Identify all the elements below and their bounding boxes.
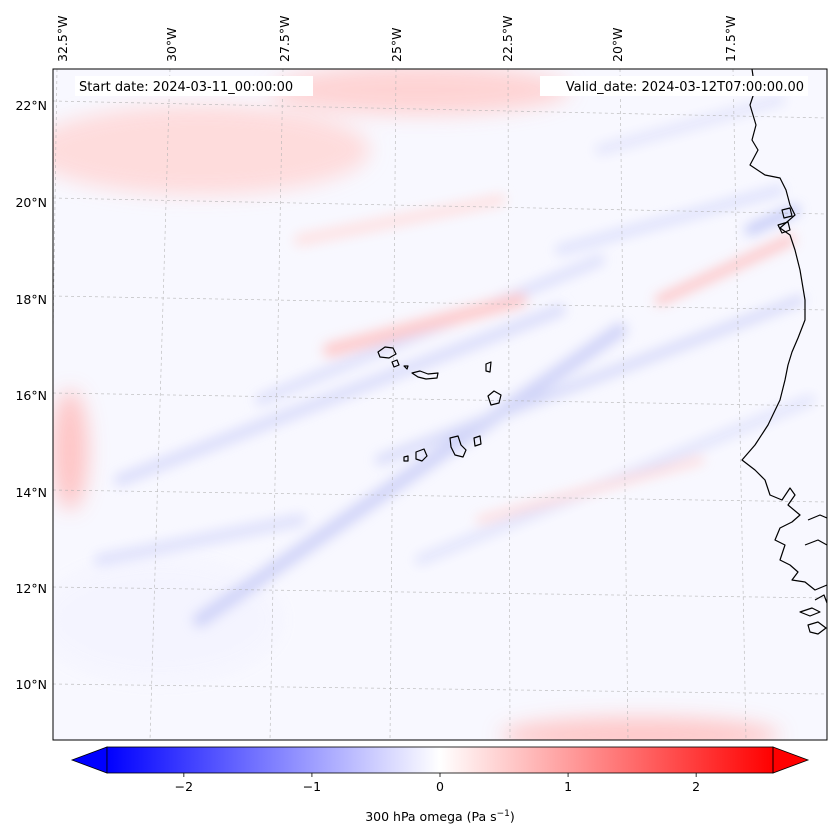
colorbar-tick-label: 2 (692, 779, 700, 794)
omega-streak (193, 323, 627, 627)
omega-streak (555, 185, 785, 255)
lon-label: 30°W (164, 27, 179, 62)
island-fogo (415, 448, 428, 462)
omega-streak (595, 95, 785, 155)
africa-coastline (807, 621, 827, 635)
omega-streak (655, 235, 795, 305)
graticule (53, 69, 827, 740)
africa-coastline (799, 607, 821, 617)
gridline-lon (507, 69, 511, 740)
omega-streak (53, 390, 88, 510)
colorbar-label: 300 hPa omega (Pa s−1) (365, 809, 515, 824)
omega-streak (94, 514, 306, 566)
colorbar-ticks: −2 −1 0 1 2 (175, 773, 700, 794)
omega-streak (53, 560, 280, 680)
omega-field (53, 69, 815, 740)
omega-streak (476, 456, 704, 524)
colorbar-high-extension (772, 746, 810, 774)
africa-coastline (777, 221, 791, 234)
map-frame (52, 68, 828, 741)
latitude-labels: 22°N 20°N 18°N 16°N 14°N 12°N 10°N (15, 98, 47, 692)
start-date-box (75, 76, 313, 96)
island-boa-vista (487, 390, 502, 406)
island-santa-luzia (403, 365, 409, 370)
omega-streak (53, 105, 370, 195)
omega-streak (375, 295, 805, 465)
africa-coastline (814, 594, 827, 604)
lon-label: 27.5°W (277, 16, 292, 62)
colorbar-label-main: 300 hPa omega (Pa s (365, 809, 496, 824)
lat-label: 12°N (15, 581, 47, 596)
lat-label: 18°N (15, 292, 47, 307)
island-brava (403, 455, 409, 462)
africa-coastline (804, 539, 827, 546)
colorbar: −2 −1 0 1 2 300 hPa omega (Pa s−1) (70, 746, 810, 824)
lat-label: 16°N (15, 388, 47, 403)
colorbar-tick-label: 0 (436, 779, 444, 794)
omega-streak (323, 293, 527, 357)
lon-label: 20°W (610, 27, 625, 62)
omega-streak (114, 304, 566, 486)
lat-label: 20°N (15, 195, 47, 210)
colorbar-tick-label: −2 (175, 779, 193, 794)
colorbar-gradient (107, 747, 773, 773)
colorbar-tick-label: 1 (564, 779, 572, 794)
longitude-labels: 32.5°W 30°W 27.5°W 25°W 22.5°W 20°W 17.5… (55, 16, 738, 62)
island-santo-antao (377, 346, 397, 359)
africa-coastline (781, 207, 793, 219)
africa-coastline (807, 514, 827, 521)
gridline-lon (389, 69, 397, 740)
colorbar-tick-label: −1 (303, 779, 321, 794)
omega-streak (294, 194, 506, 246)
start-date-label: Start date: 2024-03-11_00:00:00 (79, 80, 293, 95)
island-sal (485, 361, 492, 373)
island-sao-vicente (391, 359, 400, 368)
colorbar-label-end: ) (510, 809, 515, 824)
coastlines (741, 69, 827, 635)
lat-label: 10°N (15, 677, 47, 692)
island-maio (473, 435, 482, 447)
lat-label: 22°N (15, 98, 47, 113)
gridline-lon (149, 69, 171, 740)
cape-verde-islands (377, 346, 502, 462)
africa-coastline (741, 69, 827, 591)
colorbar-low-extension (70, 746, 108, 774)
valid-date-label: Valid_date: 2024-03-12T07:00:00.00 (566, 80, 804, 95)
island-sao-nicolau (411, 370, 439, 380)
lon-label: 25°W (389, 27, 404, 62)
lat-label: 14°N (15, 485, 47, 500)
lon-label: 22.5°W (500, 16, 515, 62)
lon-label: 17.5°W (723, 16, 738, 62)
lon-label: 32.5°W (55, 16, 70, 62)
island-santiago (449, 435, 467, 458)
omega-streak (500, 717, 780, 740)
omega-streak (270, 69, 570, 115)
colorbar-label-sup: −1 (497, 809, 510, 819)
gridline-lon (732, 69, 747, 740)
valid-date-box (540, 76, 808, 96)
gridline-lon (269, 69, 284, 740)
gridline-lon (619, 69, 629, 740)
